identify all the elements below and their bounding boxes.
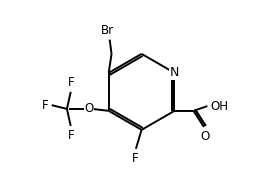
Text: F: F — [42, 99, 48, 112]
Text: O: O — [200, 130, 210, 143]
Text: O: O — [84, 103, 93, 116]
Text: Br: Br — [101, 24, 114, 37]
Text: N: N — [170, 66, 179, 79]
Text: F: F — [132, 152, 138, 165]
Text: F: F — [68, 129, 74, 142]
Text: OH: OH — [211, 100, 229, 113]
Text: F: F — [68, 76, 74, 89]
